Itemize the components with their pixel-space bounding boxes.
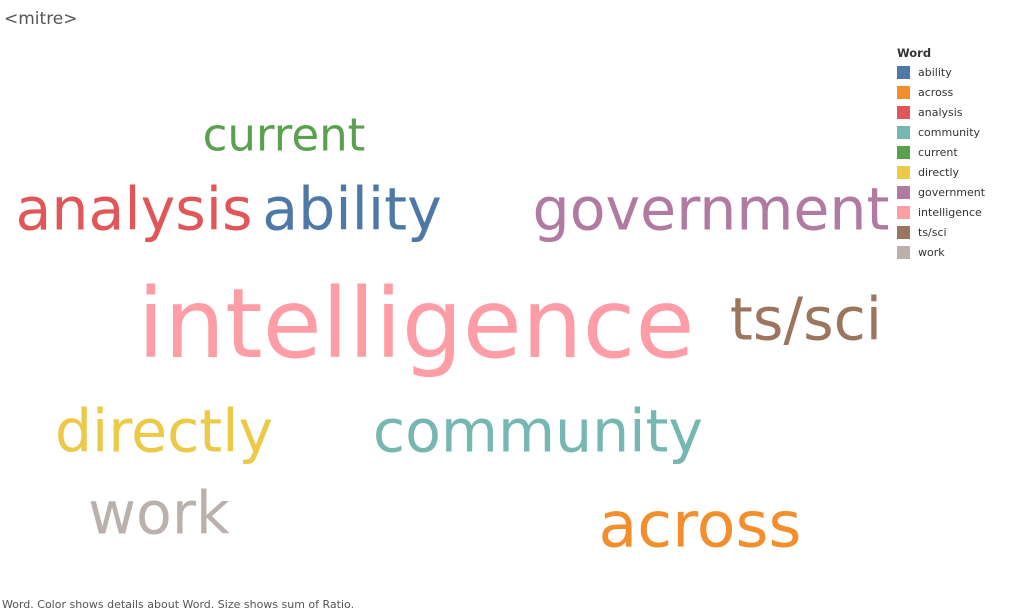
legend-label: across (918, 85, 954, 99)
legend-items: ability across analysis community current dir… (897, 62, 985, 262)
legend-label: work (918, 245, 945, 259)
legend-swatch (897, 145, 910, 159)
word-work: work (88, 479, 230, 548)
word-community: community (372, 397, 704, 466)
word-ts-sci: ts/sci (729, 285, 883, 354)
legend-label: ability (918, 65, 952, 79)
word-ability: ability (262, 175, 442, 244)
legend-item[interactable]: ability (897, 62, 985, 82)
legend-item[interactable]: analysis (897, 102, 985, 122)
chart-caption: Word. Color shows details about Word. Si… (2, 598, 355, 611)
word-government: government (532, 175, 890, 244)
legend-label: directly (918, 165, 960, 179)
legend-item[interactable]: intelligence (897, 202, 985, 222)
legend-swatch (897, 65, 910, 79)
legend-swatch (897, 85, 910, 99)
legend: Word ability across analysis community curre… (897, 46, 985, 262)
legend-label: community (918, 125, 981, 139)
legend-label: ts/sci (918, 225, 947, 239)
word-directly: directly (54, 397, 274, 466)
legend-item[interactable]: across (897, 82, 985, 102)
legend-item[interactable]: directly (897, 162, 985, 182)
legend-label: intelligence (918, 205, 982, 219)
legend-label: analysis (918, 105, 963, 119)
legend-swatch (897, 105, 910, 119)
legend-swatch (897, 205, 910, 219)
legend-item[interactable]: community (897, 122, 985, 142)
legend-swatch (897, 185, 910, 199)
legend-item[interactable]: ts/sci (897, 222, 985, 242)
word-current: current (202, 108, 366, 162)
legend-swatch (897, 225, 910, 239)
legend-swatch (897, 245, 910, 259)
legend-label: government (918, 185, 986, 199)
legend-swatch (897, 125, 910, 139)
word-intelligence: intelligence (137, 268, 695, 380)
legend-item[interactable]: current (897, 142, 985, 162)
legend-swatch (897, 165, 910, 179)
legend-item[interactable]: government (897, 182, 985, 202)
chart-title: <mitre> (4, 9, 78, 29)
legend-title: Word (897, 46, 932, 60)
word-across: across (598, 487, 802, 562)
word-analysis: analysis (15, 175, 253, 244)
legend-item[interactable]: work (897, 242, 985, 262)
legend-label: current (918, 145, 958, 159)
